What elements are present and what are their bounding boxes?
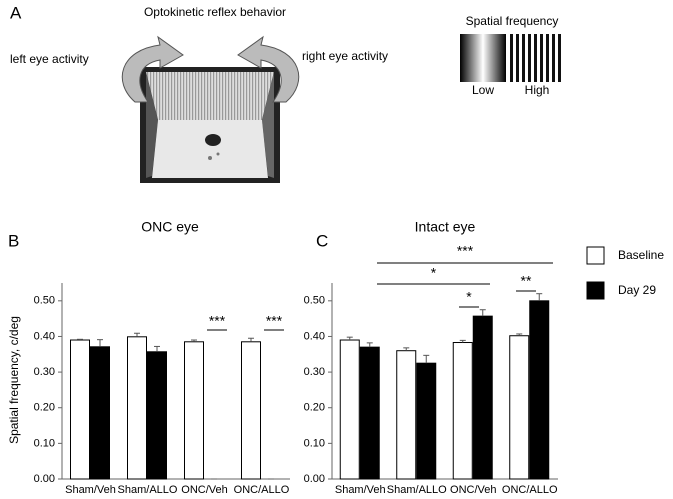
bar (509, 335, 530, 480)
bar (241, 341, 261, 480)
x-tick-label: ONC/ALLO (502, 484, 558, 496)
bar (529, 300, 550, 480)
error-bar (248, 337, 254, 342)
error-bar (423, 354, 430, 364)
bar (90, 346, 110, 480)
bar (472, 315, 493, 480)
y-tick-label: 0.20 (304, 402, 325, 414)
chart-title: Intact eye (415, 219, 476, 235)
x-tick-label: Sham/Veh (65, 484, 116, 496)
y-tick-label: 0.00 (34, 473, 55, 485)
bar (359, 346, 380, 480)
legend-label: Day 29 (618, 283, 656, 297)
error-bar (479, 309, 486, 317)
bar (452, 342, 473, 480)
error-bar (134, 332, 140, 337)
y-tick-label: 0.30 (34, 366, 55, 378)
low-grating (460, 34, 506, 82)
panel-title: Optokinetic reflex behavior (144, 5, 286, 19)
panel-label: B (8, 231, 19, 250)
y-axis-label: Spatial frequency, c/deg (7, 316, 21, 444)
x-tick-label: Sham/Veh (335, 484, 386, 496)
right-arrow (237, 35, 300, 103)
left-label: left eye activity (10, 52, 89, 66)
bar (147, 351, 167, 480)
legend-label: Baseline (618, 248, 664, 262)
y-tick-label: 0.40 (34, 330, 55, 342)
y-tick-label: 0.50 (304, 295, 325, 307)
error-bar (516, 333, 523, 336)
chart-title: ONC eye (141, 219, 199, 235)
error-bar (191, 339, 197, 342)
x-tick-label: ONC/Veh (181, 484, 227, 496)
error-bar (97, 339, 103, 347)
legend-swatch (586, 246, 605, 265)
error-bar (536, 293, 543, 301)
y-tick-label: 0.10 (304, 437, 325, 449)
error-bar (403, 347, 410, 351)
y-tick-label: 0.10 (34, 437, 55, 449)
arena-image (140, 67, 280, 183)
error-bar (459, 339, 466, 343)
significance-label: *** (266, 313, 283, 329)
error-bar (77, 338, 83, 341)
significance-label: *** (209, 313, 226, 329)
bar (70, 339, 90, 480)
significance-label: * (466, 289, 472, 305)
significance-label: *** (457, 243, 474, 259)
bar (416, 362, 437, 480)
error-bar (154, 345, 160, 352)
error-bar (346, 336, 353, 341)
low-label: Low (472, 83, 494, 97)
significance-label: ** (521, 273, 532, 289)
x-tick-label: ONC/Veh (450, 484, 496, 496)
panel-label: A (10, 3, 22, 22)
bar (339, 339, 360, 480)
high-grating (510, 34, 563, 82)
left-arrow (121, 35, 184, 103)
x-tick-label: Sham/ALLO (118, 484, 178, 496)
x-tick-label: Sham/ALLO (387, 484, 447, 496)
y-tick-label: 0.20 (34, 402, 55, 414)
error-bar (366, 342, 373, 348)
right-label: right eye activity (302, 49, 388, 63)
y-tick-label: 0.00 (304, 473, 325, 485)
significance-label: * (431, 265, 437, 281)
y-tick-label: 0.50 (34, 295, 55, 307)
bar (396, 350, 417, 480)
grating-title: Spatial frequency (466, 14, 559, 28)
y-tick-label: 0.40 (304, 330, 325, 342)
panel-label: C (316, 231, 328, 250)
high-label: High (525, 83, 550, 97)
bar (127, 336, 147, 480)
legend-swatch (586, 281, 605, 300)
bar (184, 341, 204, 480)
x-tick-label: ONC/ALLO (234, 484, 290, 496)
y-tick-label: 0.30 (304, 366, 325, 378)
